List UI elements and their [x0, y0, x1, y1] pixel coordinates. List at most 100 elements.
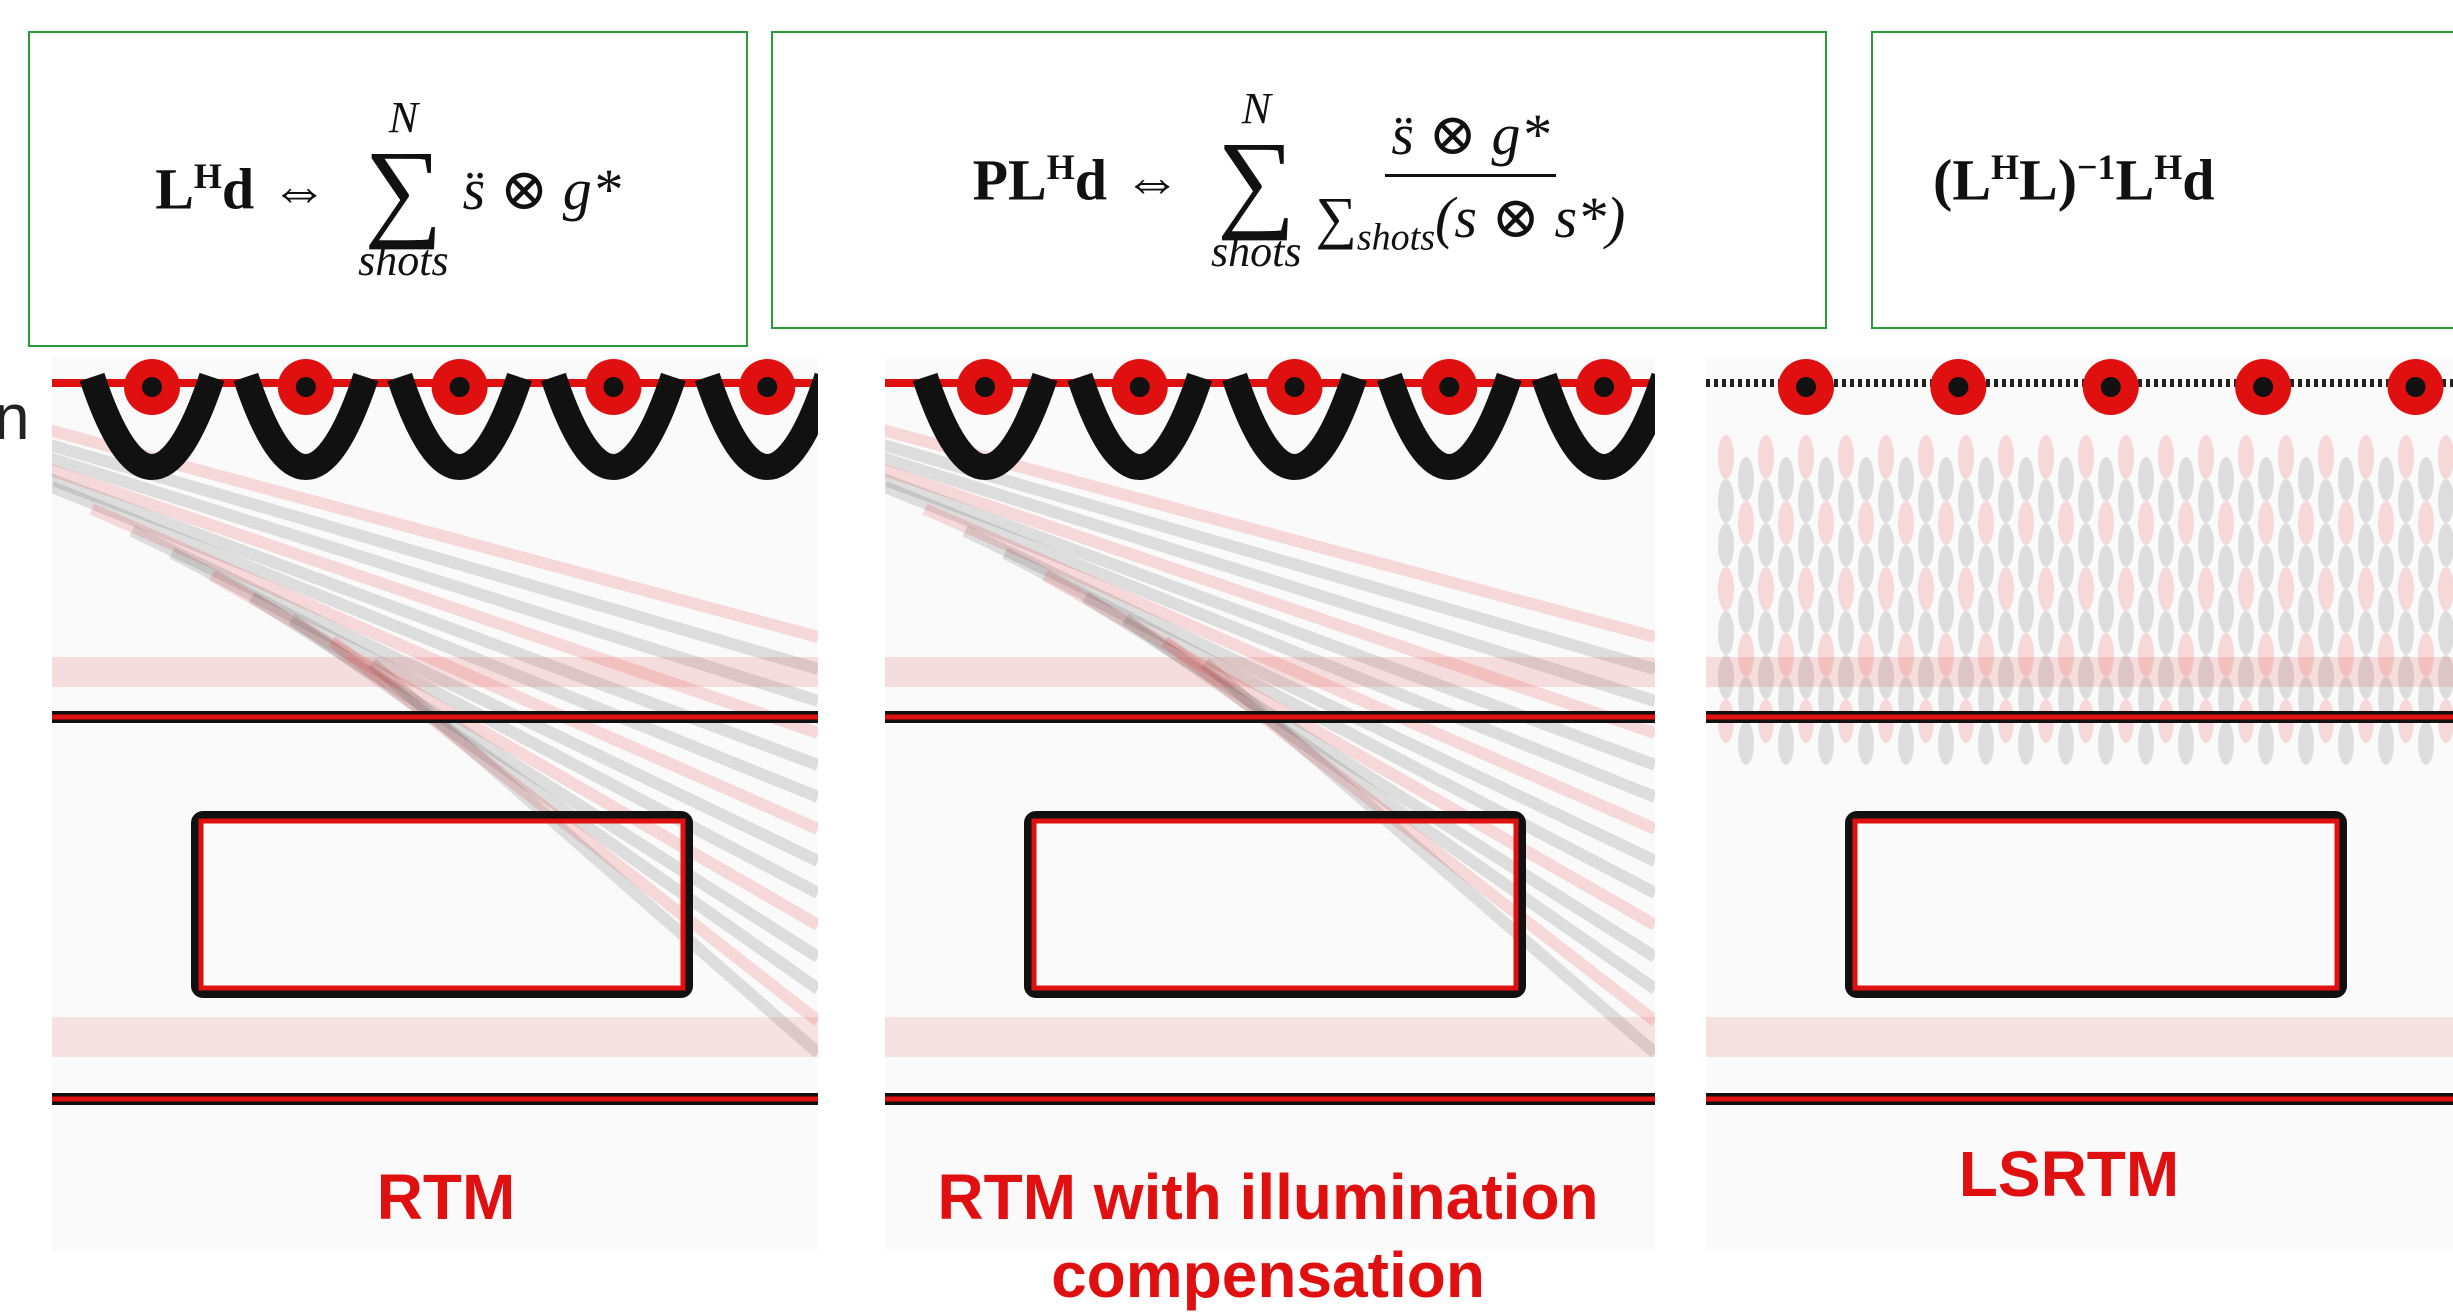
blob	[2298, 721, 2314, 765]
images	[0, 0, 2453, 1313]
source-core	[296, 377, 316, 397]
source-core	[142, 377, 162, 397]
blob	[1958, 611, 1974, 655]
blob	[1718, 435, 1734, 479]
blob	[2338, 457, 2354, 501]
blob	[2358, 523, 2374, 567]
blob	[2218, 457, 2234, 501]
blob	[2378, 501, 2394, 545]
band	[885, 1017, 1655, 1057]
image-content	[685, 357, 1664, 1251]
blob	[1878, 523, 1894, 567]
blob	[2058, 721, 2074, 765]
blob	[2098, 589, 2114, 633]
blob	[1978, 545, 1994, 589]
blob	[2098, 501, 2114, 545]
blob	[2418, 589, 2434, 633]
blob	[2138, 457, 2154, 501]
source-core	[1796, 377, 1816, 397]
blob	[1838, 479, 1854, 523]
blob	[1978, 501, 1994, 545]
blob	[2418, 501, 2434, 545]
blob	[2178, 589, 2194, 633]
blob	[1938, 721, 1954, 765]
blob	[1978, 457, 1994, 501]
image-panel	[0, 357, 827, 1251]
label-line: RTM with illumination	[868, 1158, 1668, 1236]
blob	[1818, 501, 1834, 545]
blob	[2298, 589, 2314, 633]
blob	[2078, 479, 2094, 523]
blob	[2218, 589, 2234, 633]
blob	[1738, 721, 1754, 765]
blob	[2178, 545, 2194, 589]
blob	[2218, 501, 2234, 545]
blob	[2038, 523, 2054, 567]
blob	[1738, 589, 1754, 633]
blob	[2018, 545, 2034, 589]
blob	[1838, 523, 1854, 567]
blob	[1738, 545, 1754, 589]
blob	[1938, 589, 1954, 633]
blob	[2118, 567, 2134, 611]
blob	[1978, 721, 1994, 765]
blob	[2318, 479, 2334, 523]
blob	[2078, 523, 2094, 567]
blob	[2098, 457, 2114, 501]
blob	[1878, 611, 1894, 655]
blob	[2318, 435, 2334, 479]
blob	[2178, 457, 2194, 501]
blob	[1938, 457, 1954, 501]
blob	[2238, 567, 2254, 611]
blob	[1958, 479, 1974, 523]
blob	[2138, 721, 2154, 765]
blob	[2118, 479, 2134, 523]
blob	[2198, 567, 2214, 611]
blob	[2278, 523, 2294, 567]
slide: n LHd ⇔ N∑shots s̈ ⊗ g* PLHd ⇔ N∑shots s…	[0, 0, 2453, 1313]
blob	[1798, 523, 1814, 567]
blob	[2198, 611, 2214, 655]
source-core	[2406, 377, 2426, 397]
blob	[2338, 721, 2354, 765]
blob	[1818, 721, 1834, 765]
blob	[2138, 501, 2154, 545]
blob	[2158, 611, 2174, 655]
panel-label: RTM	[46, 1158, 846, 1236]
source-core	[1285, 377, 1305, 397]
blob	[2298, 545, 2314, 589]
blob	[2138, 589, 2154, 633]
label-line: RTM	[46, 1158, 846, 1236]
blob	[2038, 479, 2054, 523]
blob	[2118, 435, 2134, 479]
blob	[1798, 479, 1814, 523]
blob	[2078, 435, 2094, 479]
blob	[2238, 523, 2254, 567]
label-line: LSRTM	[1669, 1135, 2453, 1213]
blob	[2158, 567, 2174, 611]
blob	[1998, 435, 2014, 479]
blob	[2258, 545, 2274, 589]
blob	[2218, 721, 2234, 765]
source-core	[450, 377, 470, 397]
blob	[2158, 479, 2174, 523]
blob	[2058, 589, 2074, 633]
blob	[1858, 457, 1874, 501]
band	[885, 657, 1655, 687]
blob	[1838, 567, 1854, 611]
blob	[2098, 545, 2114, 589]
band	[52, 657, 818, 687]
blob	[1718, 611, 1734, 655]
blob	[2018, 589, 2034, 633]
blob	[2058, 501, 2074, 545]
blob	[2118, 523, 2134, 567]
blob	[2398, 435, 2414, 479]
blob	[1958, 523, 1974, 567]
blob	[2038, 611, 2054, 655]
blob	[1878, 567, 1894, 611]
blob	[1758, 523, 1774, 567]
blob	[1778, 721, 1794, 765]
blob	[1998, 479, 2014, 523]
image-panel	[1706, 357, 2453, 1251]
blob	[1818, 589, 1834, 633]
